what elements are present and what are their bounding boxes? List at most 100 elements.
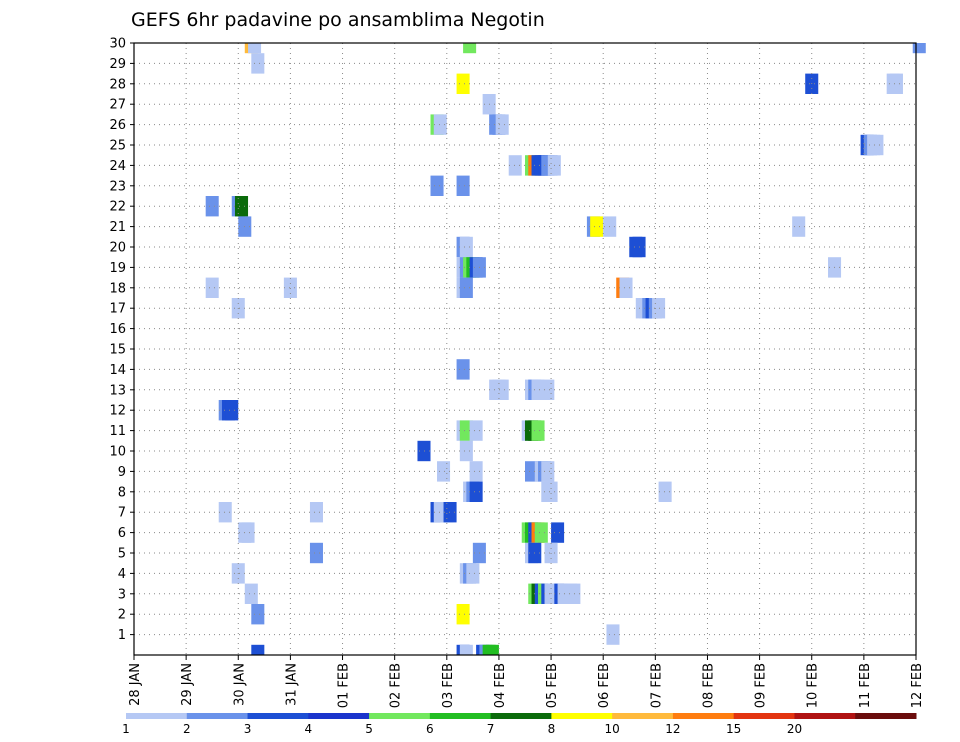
precip-cell	[541, 379, 555, 400]
precip-cell	[567, 583, 581, 604]
precip-cell	[443, 502, 457, 523]
x-tick-label: 04 FEB	[493, 663, 508, 708]
precip-cell	[459, 644, 473, 655]
y-tick-label: 17	[109, 302, 126, 317]
precip-cell	[251, 53, 265, 74]
precip-cell	[469, 420, 483, 441]
precip-cells	[205, 43, 926, 655]
colorbar-label: 6	[426, 722, 434, 736]
y-tick-label: 3	[118, 587, 126, 602]
colorbar-label: 5	[365, 722, 373, 736]
precip-cell	[459, 440, 473, 462]
precip-cell	[205, 277, 219, 298]
y-tick-label: 5	[118, 547, 126, 562]
y-tick-label: 4	[118, 567, 126, 582]
precip-cell	[437, 461, 451, 482]
y-tick-label: 11	[109, 424, 126, 439]
y-tick-label: 25	[109, 139, 126, 154]
colorbar-label: 1	[122, 722, 130, 736]
precip-cell	[218, 502, 232, 523]
colorbar-segment	[733, 713, 795, 719]
colorbar: 1 2 3 4 5 6 7 8 10 12 15 20	[122, 713, 917, 736]
precip-cell	[417, 440, 431, 462]
x-tick-label: 29 JAN	[180, 663, 195, 706]
y-tick-label: 10	[109, 445, 126, 460]
precip-cell	[544, 481, 558, 502]
precip-cell	[870, 134, 884, 156]
y-tick-label: 22	[109, 200, 126, 215]
y-tick-label: 8	[118, 485, 126, 500]
precip-cell	[283, 277, 297, 298]
x-tick-label: 09 FEB	[754, 663, 769, 708]
colorbar-label: 8	[548, 722, 556, 736]
precip-cell	[619, 277, 633, 298]
colorbar-label: 12	[665, 722, 680, 736]
precip-cell	[469, 461, 483, 482]
precip-cell	[912, 43, 926, 54]
y-tick-label: 23	[109, 179, 126, 194]
x-tick-label: 08 FEB	[701, 663, 716, 708]
y-tick-label: 30	[109, 37, 126, 52]
y-tick-label: 21	[109, 220, 126, 235]
precip-cell	[534, 522, 548, 543]
chart-title: GEFS 6hr padavine po ansamblima Negotin	[131, 9, 545, 31]
colorbar-label: 10	[605, 722, 620, 736]
x-tick-label: 07 FEB	[649, 663, 664, 708]
precip-cell	[235, 196, 249, 217]
precip-cell	[251, 604, 265, 625]
precip-cell	[531, 379, 545, 400]
y-tick-label: 14	[109, 363, 126, 378]
y-tick-label: 2	[118, 608, 126, 623]
precip-cell	[495, 379, 509, 400]
colorbar-label: 7	[487, 722, 495, 736]
precip-cell	[456, 359, 470, 380]
colorbar-segment	[308, 713, 370, 719]
precip-cell	[463, 43, 477, 54]
x-tick-label: 01 FEB	[337, 663, 352, 708]
precip-cell	[459, 236, 473, 258]
colorbar-segment	[551, 713, 613, 719]
precip-cell	[606, 624, 620, 645]
y-tick-label: 12	[109, 404, 126, 419]
y-tick-label: 20	[109, 241, 126, 256]
x-tick-label: 30 JAN	[232, 663, 247, 706]
x-tick-label: 31 JAN	[284, 663, 299, 706]
precip-cell	[244, 583, 258, 604]
colorbar-segment	[247, 713, 309, 719]
x-tick-label: 03 FEB	[441, 663, 456, 708]
colorbar-label: 4	[304, 722, 312, 736]
y-tick-label: 13	[109, 383, 126, 398]
colorbar-segment	[794, 713, 856, 719]
x-tick-label: 05 FEB	[545, 663, 560, 708]
y-tick-label: 9	[118, 465, 126, 480]
y-tick-label: 27	[109, 98, 126, 113]
colorbar-segment	[855, 713, 917, 719]
precip-cell	[658, 481, 672, 502]
precip-cell	[459, 277, 473, 298]
x-tick-label: 02 FEB	[389, 663, 404, 708]
x-tick-label: 11 FEB	[858, 663, 873, 708]
y-tick-label: 18	[109, 281, 126, 296]
precip-cell	[456, 175, 470, 196]
y-tick-label: 26	[109, 118, 126, 133]
precip-cell	[309, 542, 323, 564]
y-tick-label: 15	[109, 343, 126, 358]
colorbar-segment	[490, 713, 552, 719]
precip-cell	[205, 196, 219, 217]
precip-cell	[469, 481, 483, 502]
y-axis: 1234567891011121314151617181920212223242…	[109, 37, 134, 643]
y-tick-label: 24	[109, 159, 126, 174]
precip-cell	[456, 73, 470, 94]
y-tick-label: 7	[118, 506, 126, 521]
precip-cell	[508, 155, 522, 176]
precip-cell	[466, 563, 480, 584]
y-tick-label: 16	[109, 322, 126, 337]
x-tick-label: 10 FEB	[806, 663, 821, 708]
precip-cell	[495, 114, 509, 135]
precip-cell	[889, 73, 903, 94]
colorbar-label: 15	[726, 722, 741, 736]
precip-cell	[251, 644, 265, 655]
colorbar-segment	[186, 713, 249, 719]
x-tick-label: 12 FEB	[910, 663, 925, 708]
